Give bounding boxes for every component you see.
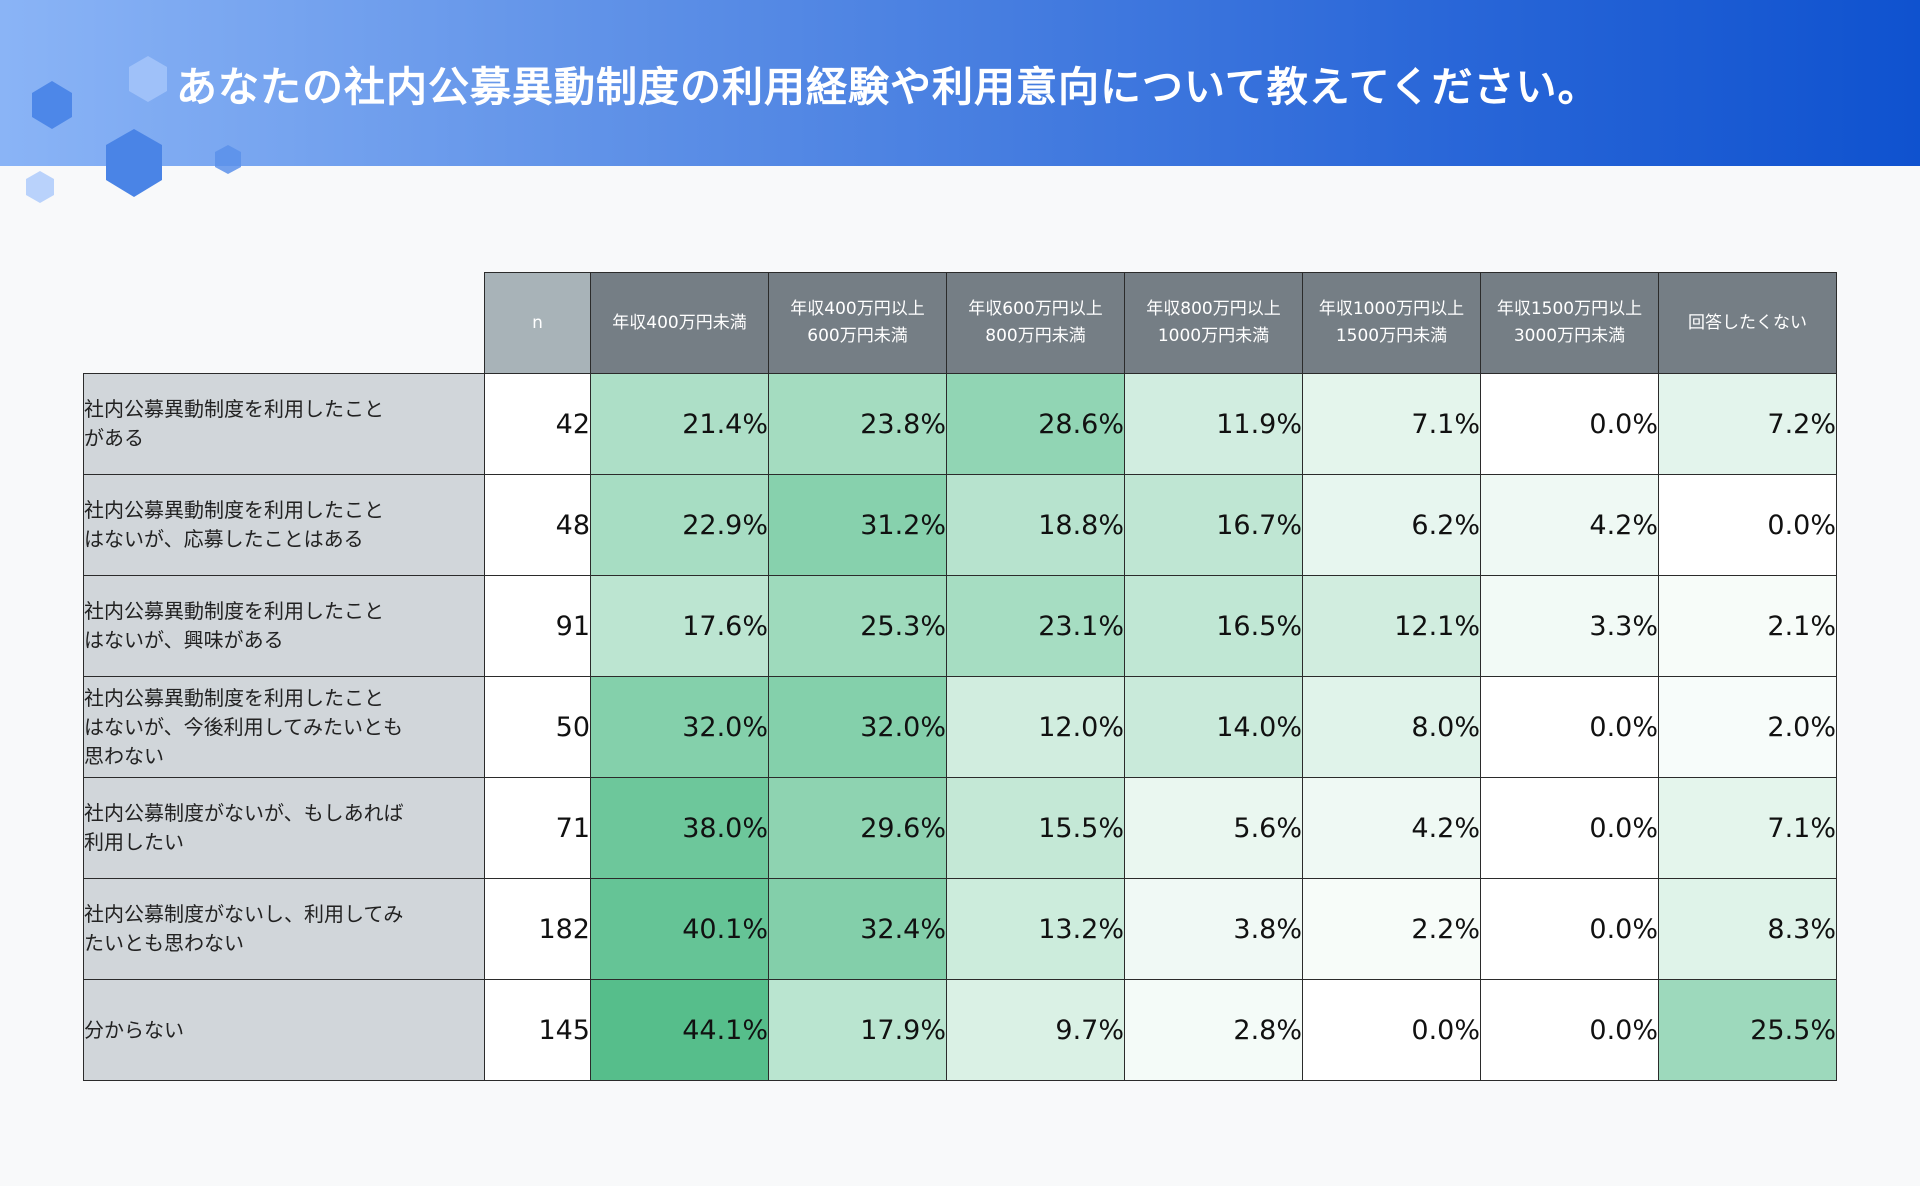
heat-cell: 17.9% [768, 979, 947, 1081]
heat-cell: 21.4% [590, 373, 769, 475]
column-header: 年収600万円以上 800万円未満 [946, 272, 1125, 374]
heat-cell: 0.0% [1480, 878, 1659, 980]
hexagon-shape [215, 145, 241, 174]
heat-cell: 3.3% [1480, 575, 1659, 677]
hexagon-shape [129, 56, 167, 102]
heat-cell: 16.7% [1124, 474, 1303, 576]
heat-cell: 2.0% [1658, 676, 1837, 778]
heat-cell: 4.2% [1302, 777, 1481, 879]
heat-cell: 2.1% [1658, 575, 1837, 677]
heat-cell: 0.0% [1658, 474, 1837, 576]
table-row: 社内公募異動制度を利用したこと がある 42 21.4% 23.8% 28.6% 11.9… [83, 373, 1837, 475]
heat-cell: 38.0% [590, 777, 769, 879]
heat-cell: 40.1% [590, 878, 769, 980]
heat-cell: 7.2% [1658, 373, 1837, 475]
heat-cell: 3.8% [1124, 878, 1303, 980]
n-value: 182 [484, 878, 591, 980]
heat-cell: 4.2% [1480, 474, 1659, 576]
n-value: 48 [484, 474, 591, 576]
heat-cell: 0.0% [1480, 676, 1659, 778]
hexagon-shape [32, 81, 72, 129]
column-header: 年収800万円以上 1000万円未満 [1124, 272, 1303, 374]
heat-cell: 29.6% [768, 777, 947, 879]
heat-cell: 7.1% [1302, 373, 1481, 475]
heat-cell: 44.1% [590, 979, 769, 1081]
column-header-n: n [484, 272, 591, 374]
heat-cell: 23.8% [768, 373, 947, 475]
heat-cell: 0.0% [1480, 777, 1659, 879]
heat-cell: 2.8% [1124, 979, 1303, 1081]
hexagon-shape [26, 171, 54, 203]
row-label: 分からない [83, 979, 485, 1081]
heat-cell: 17.6% [590, 575, 769, 677]
decorative-hexagons [26, 56, 241, 203]
heat-cell: 32.4% [768, 878, 947, 980]
table-body: 社内公募異動制度を利用したこと がある 42 21.4% 23.8% 28.6% 11.9… [83, 373, 1837, 1081]
heat-cell: 0.0% [1302, 979, 1481, 1081]
heat-cell: 8.3% [1658, 878, 1837, 980]
column-header: 回答したくない [1658, 272, 1837, 374]
heat-cell: 0.0% [1480, 373, 1659, 475]
table-corner [84, 273, 485, 374]
table-row: 社内公募異動制度を利用したこと はないが、応募したことはある 48 22.9% 31.… [83, 474, 1837, 576]
n-value: 42 [484, 373, 591, 475]
heat-cell: 23.1% [946, 575, 1125, 677]
heat-cell: 25.5% [1658, 979, 1837, 1081]
column-header: 年収400万円未満 [590, 272, 769, 374]
table-row: 社内公募制度がないし、利用してみ たいとも思わない 182 40.1% 32.4% 13… [83, 878, 1837, 980]
table-row: 社内公募制度がないが、もしあれば 利用したい 71 38.0% 29.6% 15.5% 5… [83, 777, 1837, 879]
heat-cell: 31.2% [768, 474, 947, 576]
heat-cell: 15.5% [946, 777, 1125, 879]
heat-cell: 12.1% [1302, 575, 1481, 677]
title-banner: あなたの社内公募異動制度の利用経験や利用意向について教えてください。 [0, 0, 1920, 166]
heat-cell: 22.9% [590, 474, 769, 576]
row-label: 社内公募異動制度を利用したこと はないが、応募したことはある [83, 474, 485, 576]
heat-cell: 6.2% [1302, 474, 1481, 576]
heat-cell: 12.0% [946, 676, 1125, 778]
table-header: n 年収400万円未満 年収400万円以上 600万円未満 年収600万円以上 … [84, 272, 1837, 374]
heat-cell: 0.0% [1480, 979, 1659, 1081]
row-label: 社内公募異動制度を利用したこと がある [83, 373, 485, 475]
page-title: あなたの社内公募異動制度の利用経験や利用意向について教えてください。 [176, 63, 1600, 111]
n-value: 145 [484, 979, 591, 1081]
hexagon-shape [106, 129, 162, 197]
row-label: 社内公募異動制度を利用したこと はないが、興味がある [83, 575, 485, 677]
row-label: 社内公募制度がないが、もしあれば 利用したい [83, 777, 485, 879]
heat-cell: 5.6% [1124, 777, 1303, 879]
n-value: 71 [484, 777, 591, 879]
row-label: 社内公募異動制度を利用したこと はないが、今後利用してみたいとも 思わない [83, 676, 485, 778]
heatmap-table: n 年収400万円未満 年収400万円以上 600万円未満 年収600万円以上 … [83, 272, 1837, 1081]
heat-cell: 11.9% [1124, 373, 1303, 475]
heat-cell: 18.8% [946, 474, 1125, 576]
table-row: 分からない 145 44.1% 17.9% 9.7% 2.8% 0.0% 0.0% 25.5% [83, 979, 1837, 1081]
heat-cell: 28.6% [946, 373, 1125, 475]
column-header: 年収1500万円以上 3000万円未満 [1480, 272, 1659, 374]
heat-cell: 14.0% [1124, 676, 1303, 778]
table-row: 社内公募異動制度を利用したこと はないが、興味がある 91 17.6% 25.3% 23… [83, 575, 1837, 677]
heat-cell: 32.0% [768, 676, 947, 778]
table-row: 社内公募異動制度を利用したこと はないが、今後利用してみたいとも 思わない 50 3… [83, 676, 1837, 778]
row-label: 社内公募制度がないし、利用してみ たいとも思わない [83, 878, 485, 980]
heat-cell: 32.0% [590, 676, 769, 778]
heat-cell: 7.1% [1658, 777, 1837, 879]
n-value: 50 [484, 676, 591, 778]
column-header: 年収400万円以上 600万円未満 [768, 272, 947, 374]
heat-cell: 2.2% [1302, 878, 1481, 980]
heat-cell: 13.2% [946, 878, 1125, 980]
heat-cell: 25.3% [768, 575, 947, 677]
heat-cell: 8.0% [1302, 676, 1481, 778]
heat-cell: 16.5% [1124, 575, 1303, 677]
column-header: 年収1000万円以上 1500万円未満 [1302, 272, 1481, 374]
n-value: 91 [484, 575, 591, 677]
heat-cell: 9.7% [946, 979, 1125, 1081]
